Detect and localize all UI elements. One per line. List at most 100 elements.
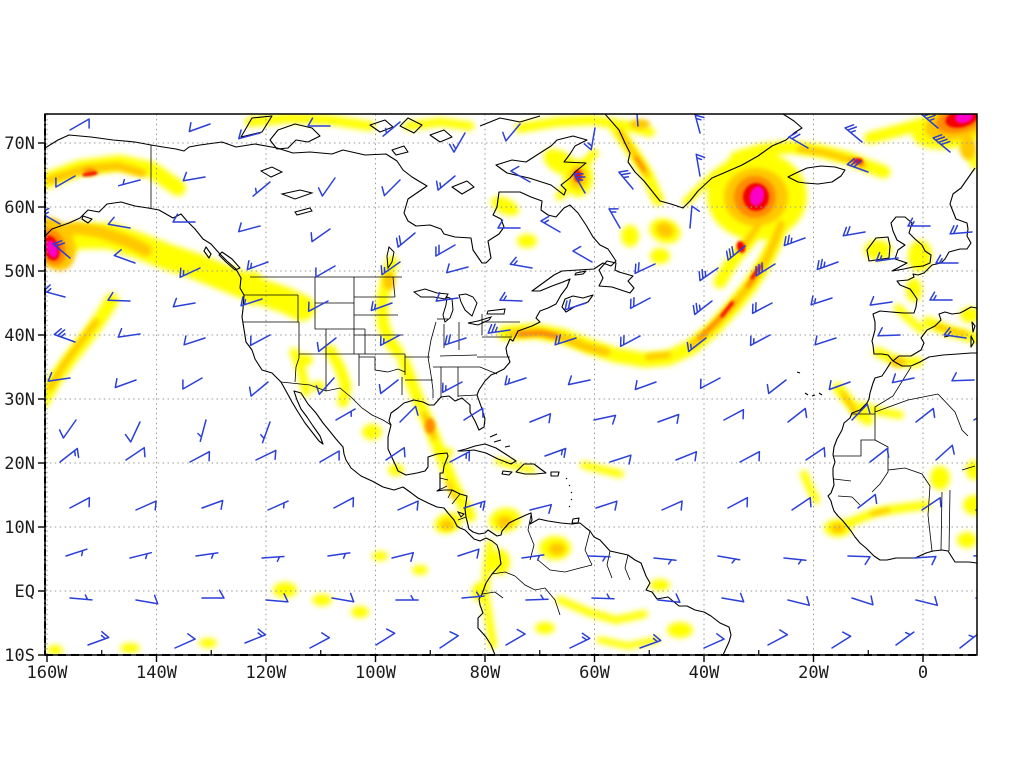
- wind-barb: [564, 299, 587, 311]
- wind-barb: [375, 628, 396, 646]
- wind-barb: [505, 628, 526, 646]
- wind-barb: [509, 256, 533, 269]
- border-line: [392, 276, 396, 298]
- vorticity-band: [580, 461, 624, 478]
- wind-barb: [699, 377, 721, 390]
- vorticity-spot: [440, 520, 454, 530]
- graticule: [45, 114, 977, 655]
- vorticity-spot: [120, 643, 140, 653]
- vorticity-spot: [351, 606, 369, 618]
- wind-barb: [255, 449, 277, 461]
- border-line: [927, 485, 933, 552]
- wind-barb: [327, 552, 351, 559]
- wind-barb: [755, 262, 776, 277]
- wind-barb: [117, 178, 141, 187]
- island-outline: [203, 246, 212, 259]
- vorticity-spot: [906, 278, 922, 302]
- island-outline: [515, 463, 547, 475]
- wind-barb: [634, 379, 657, 391]
- island-outline: [574, 270, 587, 276]
- vorticity-spot: [650, 579, 670, 591]
- wind-barb: [831, 631, 852, 649]
- vorticity-band: [634, 156, 646, 172]
- island-outline: [796, 371, 801, 374]
- coastline: [827, 361, 977, 564]
- wind-barb: [695, 153, 706, 177]
- lakes: [259, 166, 506, 518]
- wind-barb: [439, 631, 459, 649]
- vorticity-spot: [425, 418, 435, 434]
- wind-barb: [694, 114, 705, 134]
- lon-label: 40W: [689, 663, 720, 683]
- lake-outline: [486, 308, 506, 315]
- border-line: [280, 381, 392, 426]
- vorticity-band: [47, 319, 99, 391]
- wind-barb: [814, 335, 837, 346]
- wind-barb: [525, 594, 549, 601]
- vorticity-spot: [517, 234, 537, 248]
- wind-barb: [703, 633, 725, 649]
- wind-barb: [657, 593, 681, 604]
- wind-barb: [435, 244, 456, 257]
- wind-barb: [316, 337, 337, 353]
- wind-barb: [252, 181, 271, 197]
- island-outline: [495, 135, 588, 196]
- vorticity-band: [403, 117, 475, 131]
- wind-barb: [810, 295, 833, 306]
- wind-barb: [261, 555, 285, 563]
- lon-label: 120W: [246, 663, 288, 683]
- island-outline: [451, 180, 475, 195]
- wind-barb: [583, 127, 596, 151]
- wind-barb: [573, 173, 586, 194]
- wind-barb: [395, 594, 419, 601]
- border-line: [514, 575, 546, 591]
- wind-barb: [260, 421, 271, 444]
- vorticity-spot: [574, 170, 582, 182]
- border-line: [948, 489, 951, 552]
- lon-label: 80W: [470, 663, 501, 683]
- wind-barb: [572, 245, 593, 263]
- vorticity-shading: [45, 114, 977, 655]
- wind-barb: [335, 408, 356, 421]
- vorticity-spot: [535, 622, 555, 634]
- wind-barb: [87, 630, 110, 646]
- wind-barb: [727, 496, 749, 509]
- wind-barb: [554, 334, 577, 346]
- wind-barb: [593, 414, 617, 425]
- border-line: [527, 514, 535, 561]
- wind-barb: [197, 419, 207, 443]
- border-line: [837, 495, 861, 506]
- wind-barb: [629, 296, 651, 310]
- wind-barb: [844, 124, 863, 143]
- vorticity-band: [556, 596, 648, 624]
- island-outline: [81, 215, 93, 224]
- wind-barb: [395, 232, 416, 248]
- wind-barb: [244, 628, 267, 644]
- wind-barb: [717, 555, 741, 564]
- border-line: [887, 467, 931, 487]
- wind-barb: [391, 551, 415, 563]
- wind-barb: [201, 589, 225, 599]
- wind-barb: [114, 377, 137, 389]
- wind-barb: [333, 496, 355, 509]
- island-outline: [457, 443, 517, 465]
- wind-barb: [788, 131, 809, 149]
- border-line: [491, 571, 516, 577]
- wind-barb: [52, 240, 71, 259]
- wind-barb: [463, 500, 486, 511]
- vorticity-spot: [383, 272, 395, 290]
- vorticity-spot: [297, 354, 313, 366]
- wind-barb: [497, 219, 521, 229]
- island-outline: [218, 251, 241, 271]
- border-line: [584, 530, 593, 566]
- wind-barb: [504, 375, 527, 386]
- lon-label: 0: [918, 663, 928, 683]
- wind-barb: [723, 408, 745, 421]
- wind-barb: [449, 450, 471, 463]
- wind-barb: [237, 222, 261, 233]
- border-line: [961, 465, 976, 471]
- wind-barb: [766, 379, 787, 395]
- wind-barb: [877, 327, 901, 337]
